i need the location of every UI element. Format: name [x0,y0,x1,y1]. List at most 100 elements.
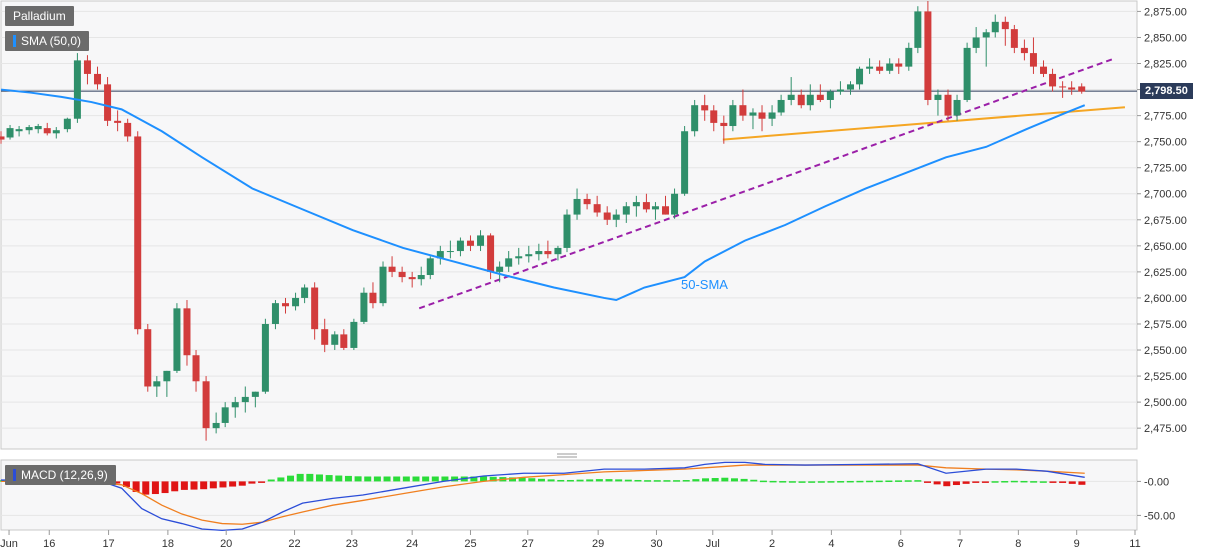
time-tick-label: 24 [406,538,418,550]
candle-down [924,11,932,100]
time-tick-label: 20 [220,538,232,550]
candle-up [34,126,42,130]
macd-hist-bar-up [605,479,613,482]
macd-hist-bar-up [470,476,478,482]
candle-down [603,212,611,220]
macd-legend-label: MACD (12,26,9) [21,468,108,482]
sma-annotation: 50-SMA [681,277,728,292]
time-tick-label: 23 [346,538,358,550]
macd-hist-bar-up [451,476,459,482]
macd-hist-bar-up [750,479,758,482]
price-tick-label: 2,625.00 [1144,267,1187,279]
candle-up [52,130,60,134]
instrument-legend[interactable]: Palladium [5,6,74,26]
macd-hist-bar-up [412,476,420,482]
macd-hist-bar-up [335,475,343,482]
candle-up [972,37,980,48]
candle-down [1068,87,1076,90]
time-tick-label: 8 [1015,538,1021,550]
candle-down [1010,29,1018,48]
macd-hist-bar-up [518,477,526,482]
macd-hist-bar-down [923,481,931,483]
candle-up [953,99,961,116]
candle-up [251,391,259,397]
macd-hist-bar-up [287,475,295,482]
time-tick-label: 22 [288,538,300,550]
macd-hist-bar-up [914,480,922,482]
candle-down [282,303,290,307]
macd-hist-bar-up [875,480,883,483]
macd-hist-bar-down [248,481,256,484]
macd-hist-bar-up [557,479,565,482]
pane-divider[interactable] [557,453,577,458]
macd-hist-bar-down [1049,481,1057,483]
macd-hist-bar-up [740,478,748,482]
candle-up [496,266,504,272]
candle-up [612,214,620,220]
macd-hist-bar-down [933,481,941,485]
last-price-flag: 2,798.50 [1140,83,1193,99]
candle-down [114,120,122,123]
macd-hist-bar-up [846,480,854,483]
candle-up [63,118,71,130]
macd-signal-line [1,464,1085,525]
macd-hist-bar-down [1059,481,1067,483]
candle-down [593,204,601,213]
candle-up [446,251,454,253]
candle-up [836,89,844,92]
macd-hist-bar-up [1001,481,1009,483]
time-tick-label: 6 [898,538,904,550]
macd-hist-bar-down [219,481,227,488]
candle-down [134,136,142,330]
macd-hist-bar-down [113,481,121,484]
macd-hist-bar-up [615,479,623,482]
candle-down [642,202,650,210]
macd-hist-bar-up [624,479,632,482]
candle-up [787,94,795,100]
candle-down [466,240,474,246]
candle-up [846,84,854,90]
macd-hist-bar-up [808,481,816,483]
candle-up [563,214,571,248]
candle-up [729,105,737,127]
time-tick-label: 27 [522,538,534,550]
candle-up [25,127,33,131]
candle-up [905,47,913,67]
support-trendline [722,106,1126,141]
candle-up [573,198,581,215]
sma-legend-label: SMA (50,0) [21,34,82,48]
macd-hist-bar-down [180,481,188,490]
candle-down [340,334,348,348]
macd-hist-bar-up [1010,480,1018,483]
macd-hist-bar-up [759,480,767,483]
price-tick-label: 2,750.00 [1144,137,1187,149]
candle-down [1078,86,1086,92]
time-tick-label: 17 [102,538,114,550]
macd-legend[interactable]: MACD (12,26,9) [5,465,116,485]
candle-up [963,47,971,100]
candle-up [768,112,776,119]
macd-hist-bar-up [788,481,796,483]
macd-hist-bar-up [528,478,536,482]
macd-hist-bar-up [730,478,738,482]
candle-down [0,136,5,140]
candle-up [991,21,999,33]
macd-hist-bar-up [595,479,603,482]
candle-down [1029,53,1037,67]
candle-down [369,292,377,304]
sma-legend[interactable]: SMA (50,0) [5,31,90,51]
macd-hist-bar-up [509,477,517,482]
candle-down [816,94,824,100]
macd-hist-bar-down [981,481,989,483]
macd-hist-bar-up [779,481,787,483]
candle-down [202,381,210,429]
candle-down [487,235,495,272]
macd-hist-bar-down [161,481,169,494]
price-tick-label: 2,575.00 [1144,319,1187,331]
candle-up [806,94,814,106]
macd-hist-bar-up [1020,480,1028,483]
candle-up [914,11,922,48]
price-tick-label: 2,500.00 [1144,397,1187,409]
candle-up [350,321,358,348]
candle-up [261,323,269,392]
